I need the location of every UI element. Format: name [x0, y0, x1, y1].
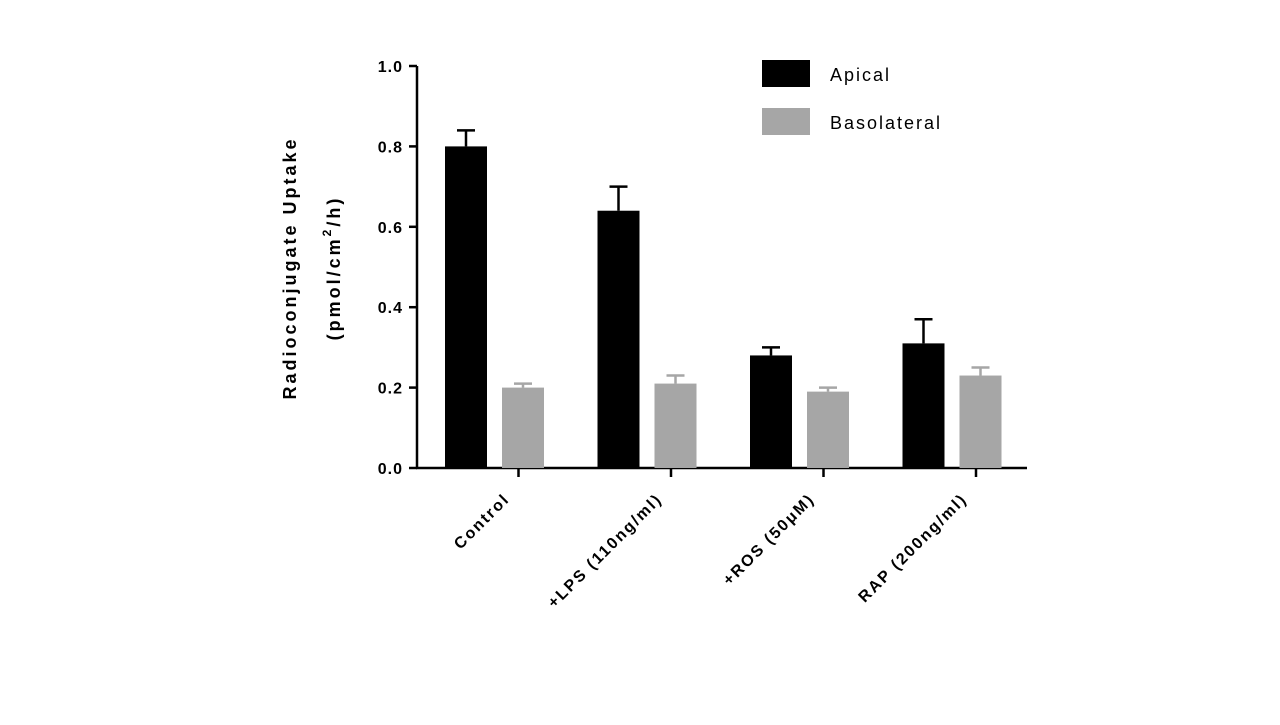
y-tick-label: 0.8 [378, 139, 403, 156]
bar-apical [750, 355, 792, 468]
bar-apical [902, 343, 945, 468]
legend: Apical Basolateral [762, 60, 942, 135]
legend-swatch-basolateral [762, 108, 810, 135]
bar-basolateral [959, 375, 1002, 468]
bar-basolateral [502, 387, 544, 468]
x-tick-label: RAP (200ng/ml) [856, 491, 971, 606]
bar-apical [597, 210, 640, 468]
legend-label-apical: Apical [830, 65, 891, 85]
y-axis-title-line1: Radioconjugate Uptake [280, 136, 300, 399]
y-axis-unit-superscript: 2 [320, 227, 334, 237]
y-tick-label: 0.4 [378, 300, 403, 317]
y-axis-title-line2: (pmol/cm2/h) [320, 196, 344, 341]
y-tick-label: 1.0 [378, 59, 403, 76]
legend-label-basolateral: Basolateral [830, 113, 942, 133]
x-tick-label: +ROS (50μM) [720, 491, 818, 589]
y-tick-label: 0.2 [378, 381, 403, 398]
plot-area: 0.0 0.2 0.4 0.6 0.8 1.0 Control +LPS (110ng/ml)… [378, 59, 1027, 612]
y-tick-label: 0.6 [378, 220, 403, 237]
legend-swatch-apical [762, 60, 810, 87]
y-axis-unit-suffix: /h) [324, 196, 344, 227]
y-axis-title: Radioconjugate Uptake (pmol/cm2/h) [280, 136, 344, 399]
bar-basolateral [654, 383, 697, 468]
y-tick-label: 0.0 [378, 461, 403, 478]
bar-basolateral [807, 391, 849, 468]
bar-apical [445, 146, 487, 468]
x-tick-label: +LPS (110ng/ml) [545, 491, 666, 612]
x-tick-label: Control [451, 491, 513, 553]
y-axis-unit-prefix: (pmol/cm [324, 236, 344, 340]
